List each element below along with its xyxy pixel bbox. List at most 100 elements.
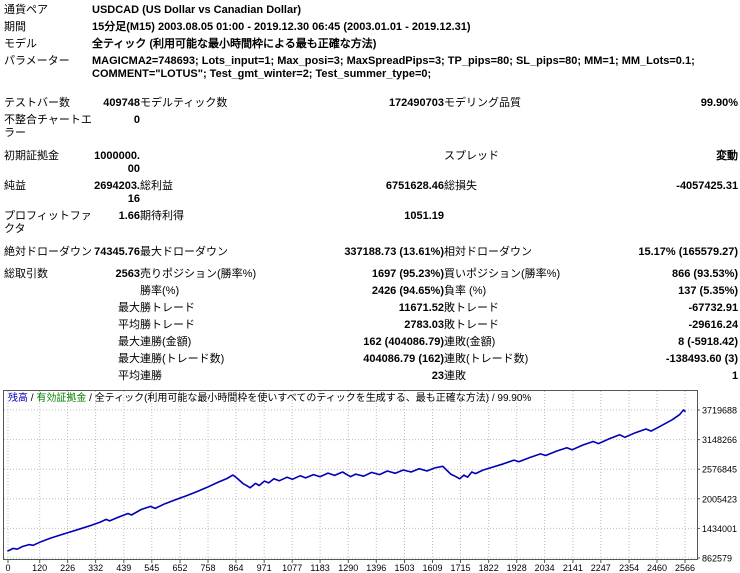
x-tick-label: 1609	[422, 563, 442, 573]
report-value: 全ティック (利用可能な最小時間枠による最も正確な方法)	[92, 38, 377, 50]
report-value: 172490703	[388, 97, 444, 109]
report-value: 74345.76	[94, 246, 140, 258]
report-label	[444, 208, 594, 238]
x-tick-label: 2141	[563, 563, 583, 573]
report-row-spacer	[4, 83, 738, 95]
x-tick-label: 120	[32, 563, 47, 573]
balance-line	[7, 409, 686, 552]
report-row: 平均 連勝 23 連敗 1	[4, 368, 738, 385]
report-label: 期待利得	[140, 210, 184, 222]
report-value: MAGICMA2=748693; Lots_input=1; Max_posi=…	[92, 55, 695, 80]
report-row: 最大 連勝(金額) 162 (404086.79) 連敗(金額) 8 (-5918.42…	[4, 334, 738, 351]
report-label: 勝トレード	[140, 319, 195, 331]
report-spacer-cell	[4, 83, 738, 95]
report-label: 連勝(金額)	[140, 336, 192, 348]
report-value: 2783.03	[404, 319, 444, 331]
report-value: -138493.60 (3)	[665, 353, 739, 365]
report-label: モデリング品質	[444, 97, 521, 109]
report-table: 通貨ペア USDCAD (US Dollar vs Canadian Dollar…	[4, 2, 738, 385]
report-value: 0	[133, 114, 140, 126]
legend-separator: /	[28, 393, 37, 404]
report-value	[594, 112, 738, 142]
legend-model-label: 全ティック(利用可能な最小時間枠を使いすべてのティックを生成する、最も正確な方法…	[94, 393, 490, 404]
report-label: 連敗(トレード数)	[444, 353, 529, 365]
report-label: 不整合チャートエラー	[4, 114, 92, 139]
report-label: テストバー数	[4, 97, 70, 109]
report-value	[594, 208, 738, 238]
report-value: 1	[731, 370, 739, 382]
report-value: -67732.91	[688, 302, 739, 314]
x-tick-label: 864	[228, 563, 243, 573]
report-row: 勝率(%) 2426 (94.65%) 負率 (%) 137 (5.35%)	[4, 283, 738, 300]
report-value: 2694203.16	[94, 180, 140, 205]
report-label: 総利益	[140, 180, 173, 192]
report-table-body: 通貨ペア USDCAD (US Dollar vs Canadian Dollar…	[4, 2, 738, 385]
report-value: -4057425.31	[676, 180, 739, 192]
report-row: モデル 全ティック (利用可能な最小時間枠による最も正確な方法)	[4, 36, 738, 53]
report-label: 初期証拠金	[4, 150, 59, 162]
report-row: 最大 勝トレード 11671.52 敗トレード -67732.91	[4, 300, 738, 317]
x-tick-label: 1503	[394, 563, 414, 573]
report-row-prefix: 最大	[118, 336, 140, 348]
report-label: 連敗(金額)	[444, 336, 496, 348]
report-row: パラメーター MAGICMA2=748693; Lots_input=1; Max…	[4, 53, 738, 83]
report-table-section: 通貨ペア USDCAD (US Dollar vs Canadian Dollar…	[4, 2, 738, 385]
report-row-prefix: 平均	[118, 370, 140, 382]
x-tick-label: 1183	[310, 563, 329, 573]
report-value: 8 (-5918.42)	[678, 336, 739, 348]
x-tick-label: 226	[60, 563, 75, 573]
report-value: -29616.24	[688, 319, 739, 331]
x-tick-label: 652	[172, 563, 187, 573]
report-value	[298, 148, 444, 178]
report-row: 不整合チャートエラー 0	[4, 112, 738, 142]
x-tick-label: 1928	[507, 563, 527, 573]
report-label: 敗トレード	[444, 319, 499, 331]
report-label	[4, 368, 92, 385]
report-value: 866 (93.53%)	[672, 268, 739, 280]
report-label	[140, 112, 298, 142]
report-label: スプレッド	[444, 150, 499, 162]
report-row: プロフィットファクタ 1.66 期待利得 1051.19	[4, 208, 738, 238]
report-label: プロフィットファクタ	[4, 210, 92, 235]
report-label: 連勝	[140, 370, 162, 382]
y-tick-label: 862579	[702, 554, 732, 564]
chart-legend: 残高 / 有効証拠金 / 全ティック(利用可能な最小時間枠を使いすべてのティック…	[8, 393, 531, 404]
report-label	[4, 351, 92, 368]
report-label: 期間	[4, 21, 26, 33]
report-value: 162 (404086.79)	[363, 336, 444, 348]
report-label: 売りポジション(勝率%)	[140, 268, 257, 280]
report-label: 勝率(%)	[140, 285, 180, 297]
report-value: USDCAD (US Dollar vs Canadian Dollar)	[92, 4, 302, 16]
x-tick-label: 1822	[479, 563, 499, 573]
report-value: 11671.52	[398, 302, 444, 314]
report-value: 23	[431, 370, 444, 382]
report-row-prefix: 最大	[118, 302, 140, 314]
legend-quality-value: 99.90%	[497, 393, 532, 404]
x-tick-label: 758	[200, 563, 215, 573]
report-row: 純益 2694203.16 総利益 6751628.46 総損失 -4057425.31	[4, 178, 738, 208]
x-tick-label: 2566	[675, 563, 695, 573]
report-row: 通貨ペア USDCAD (US Dollar vs Canadian Dollar…	[4, 2, 738, 19]
report-value: 1000000.00	[94, 150, 140, 175]
report-value: 137 (5.35%)	[678, 285, 739, 297]
report-value: 2563	[115, 268, 140, 280]
x-tick-label: 545	[144, 563, 159, 573]
y-tick-label: 3148266	[702, 435, 737, 445]
legend-separator: /	[86, 393, 95, 404]
balance-chart-section: 残高 / 有効証拠金 / 全ティック(利用可能な最小時間枠を使いすべてのティック…	[0, 390, 740, 573]
report-row-prefix: 最大	[118, 353, 140, 365]
y-tick-label: 3719688	[702, 406, 737, 416]
report-row-prefix: 平均	[118, 319, 140, 331]
report-row: テストバー数 409748 モデルティック数 172490703 モデリング品質 99.9…	[4, 95, 738, 112]
report-value: 99.90%	[700, 97, 739, 109]
report-value: 15.17% (165579.27)	[638, 246, 739, 258]
report-label	[444, 112, 594, 142]
report-label: 連勝(トレード数)	[140, 353, 225, 365]
report-label: 負率 (%)	[444, 285, 487, 297]
report-label: 総損失	[444, 180, 477, 192]
report-row: 平均 勝トレード 2783.03 敗トレード -29616.24	[4, 317, 738, 334]
report-row: 絶対ドローダウン 74345.76 最大ドローダウン 337188.73 (13.61…	[4, 244, 738, 261]
x-tick-label: 2247	[591, 563, 611, 573]
x-tick-label: 2460	[647, 563, 667, 573]
